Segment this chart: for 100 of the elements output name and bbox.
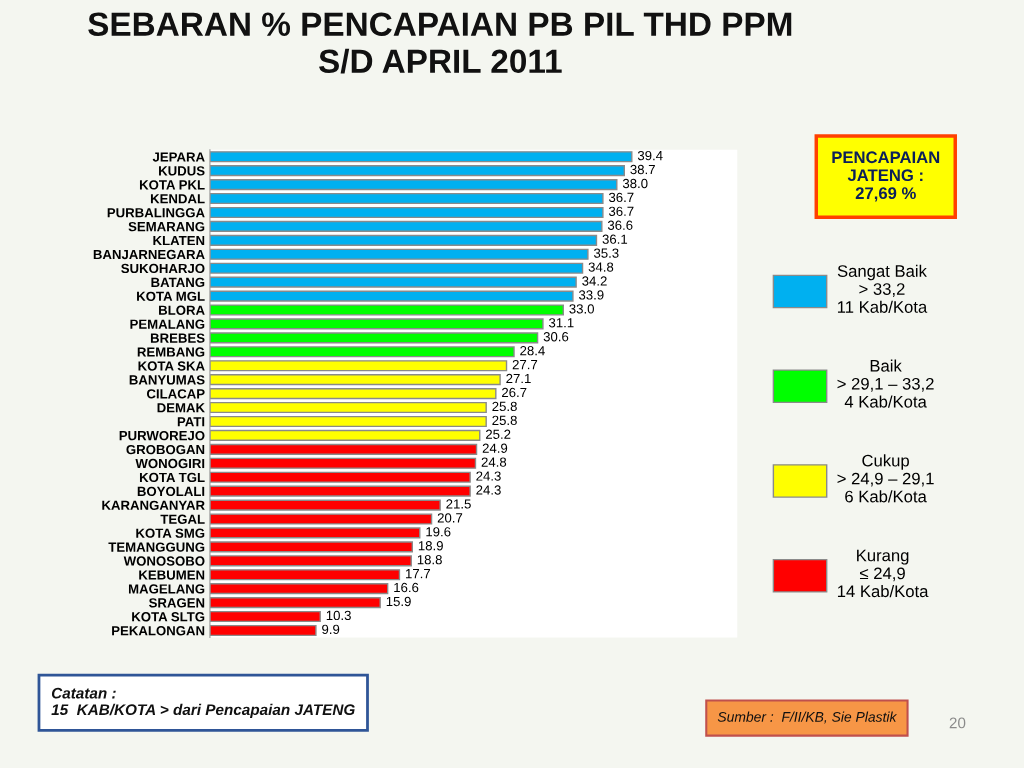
y-tick-label: CILACAP bbox=[146, 389, 205, 399]
data-label: 36.6 bbox=[607, 220, 633, 230]
data-label: 25.8 bbox=[492, 415, 517, 426]
y-tick-label: PURWOREJO bbox=[119, 430, 205, 441]
y-tick-label: KOTA TGL bbox=[139, 472, 205, 483]
data-label: 10.3 bbox=[326, 610, 351, 621]
bar bbox=[209, 248, 589, 260]
bar bbox=[209, 583, 389, 595]
bar bbox=[209, 276, 577, 288]
y-tick-label: BREBES bbox=[150, 333, 205, 343]
data-label: 36.1 bbox=[602, 234, 628, 244]
y-tick-label: KEBUMEN bbox=[139, 570, 205, 580]
legend-label: Sangat Baik > 33,2 11 Kab/Kota bbox=[837, 264, 928, 313]
y-tick-label: KOTA SLTG bbox=[132, 612, 205, 622]
bar bbox=[209, 513, 433, 525]
bar bbox=[209, 318, 544, 330]
bar bbox=[209, 401, 487, 414]
data-label: 28.4 bbox=[520, 346, 545, 356]
y-tick-label: TEGAL bbox=[160, 514, 205, 524]
y-tick-label: KOTA MGL bbox=[137, 291, 205, 301]
data-label: 36.7 bbox=[608, 206, 634, 216]
y-tick-label: TEMANGGUNG bbox=[108, 542, 205, 552]
text: Catatan : 15 KAB/KOTA > dari Pencapaian JATENG bbox=[51, 687, 355, 719]
bar bbox=[209, 360, 508, 372]
text: Sumber : F/II/KB, Sie Plastik bbox=[717, 711, 898, 724]
data-label: 38.7 bbox=[630, 164, 655, 175]
bar bbox=[209, 262, 584, 274]
y-tick-label: PEMALANG bbox=[130, 319, 205, 329]
y-tick-label: PEKALONGAN bbox=[112, 626, 205, 636]
data-label: 18.9 bbox=[418, 541, 443, 551]
bar bbox=[209, 165, 626, 177]
bar bbox=[209, 610, 321, 623]
data-label: 17.7 bbox=[406, 569, 431, 579]
y-tick-label: BOYOLALI bbox=[137, 486, 205, 497]
data-label: 24.3 bbox=[476, 485, 501, 495]
text: 20 bbox=[949, 717, 966, 729]
bar bbox=[209, 415, 487, 428]
data-label: 24.3 bbox=[476, 471, 501, 481]
data-label: 30.6 bbox=[543, 332, 569, 342]
y-tick-label: KOTA SMG bbox=[136, 528, 205, 538]
data-label: 26.7 bbox=[502, 387, 527, 398]
data-label: 36.7 bbox=[608, 192, 634, 203]
bar bbox=[209, 527, 421, 539]
y-tick-label: SEMARANG bbox=[128, 221, 205, 232]
bar bbox=[209, 429, 481, 441]
y-tick-label: KOTA SKA bbox=[138, 361, 205, 371]
data-label: 34.2 bbox=[582, 276, 607, 286]
data-label: 18.8 bbox=[417, 555, 442, 565]
data-label: 35.3 bbox=[593, 248, 619, 258]
data-label: 27.1 bbox=[506, 373, 531, 384]
y-tick-label: WONOGIRI bbox=[135, 458, 205, 469]
y-tick-label: SUKOHARJO bbox=[121, 263, 205, 274]
data-label: 34.8 bbox=[588, 262, 614, 272]
bar bbox=[209, 555, 412, 567]
chart-title: SEBARAN % PENCAPAIAN PB PIL THD PPM S/D APRIL 2011 bbox=[88, 12, 792, 74]
bar bbox=[209, 443, 478, 455]
data-label: 21.5 bbox=[446, 499, 471, 509]
bar bbox=[209, 388, 497, 400]
data-label: 24.8 bbox=[481, 457, 507, 467]
y-tick-label: SRAGEN bbox=[148, 598, 205, 608]
bar bbox=[209, 179, 618, 191]
data-label: 39.4 bbox=[637, 150, 663, 161]
data-label: 16.6 bbox=[394, 582, 419, 593]
y-tick-label: GROBOGAN bbox=[126, 444, 205, 455]
data-label: 31.1 bbox=[548, 318, 574, 328]
data-label: 33.9 bbox=[578, 290, 604, 300]
y-tick-label: BLORA bbox=[159, 305, 205, 315]
bar bbox=[209, 499, 441, 511]
y-tick-label: DEMAK bbox=[157, 403, 205, 413]
text: Baik > 29,1 – 33,2 4 Kab/Kota bbox=[837, 359, 934, 408]
text: Cukup > 24,9 – 29,1 6 Kab/Kota bbox=[837, 454, 934, 503]
bar bbox=[209, 597, 381, 609]
bar bbox=[209, 304, 564, 316]
bar bbox=[209, 346, 515, 358]
y-tick-label: REMBANG bbox=[137, 347, 205, 357]
text: PENCAPAIAN JATENG : 27,69 % bbox=[832, 151, 940, 202]
y-tick-label: KARANGANYAR bbox=[102, 500, 205, 510]
bar bbox=[209, 206, 604, 219]
data-label: 19.6 bbox=[426, 527, 451, 537]
bar bbox=[209, 290, 574, 302]
bar bbox=[209, 541, 413, 553]
data-label: 9.9 bbox=[322, 624, 340, 635]
data-label: 27.7 bbox=[512, 359, 538, 370]
y-tick-label: MAGELANG bbox=[128, 584, 205, 594]
text: Kurang ≤ 24,9 14 Kab/Kota bbox=[837, 549, 929, 598]
y-tick-label: KOTA PKL bbox=[139, 180, 205, 190]
data-label: 38.0 bbox=[622, 178, 648, 189]
bar bbox=[209, 569, 401, 581]
data-label: 20.7 bbox=[437, 513, 463, 523]
y-tick-label: WONOSOBO bbox=[123, 556, 205, 566]
y-tick-label: BATANG bbox=[151, 277, 205, 288]
bar bbox=[209, 624, 317, 637]
bar bbox=[209, 192, 604, 205]
bar bbox=[209, 374, 501, 386]
bar bbox=[209, 234, 598, 246]
y-tick-label: JEPARA bbox=[152, 152, 205, 162]
bar bbox=[209, 151, 633, 163]
bar bbox=[209, 457, 477, 469]
bar bbox=[209, 332, 539, 344]
data-label: 25.8 bbox=[492, 401, 517, 412]
